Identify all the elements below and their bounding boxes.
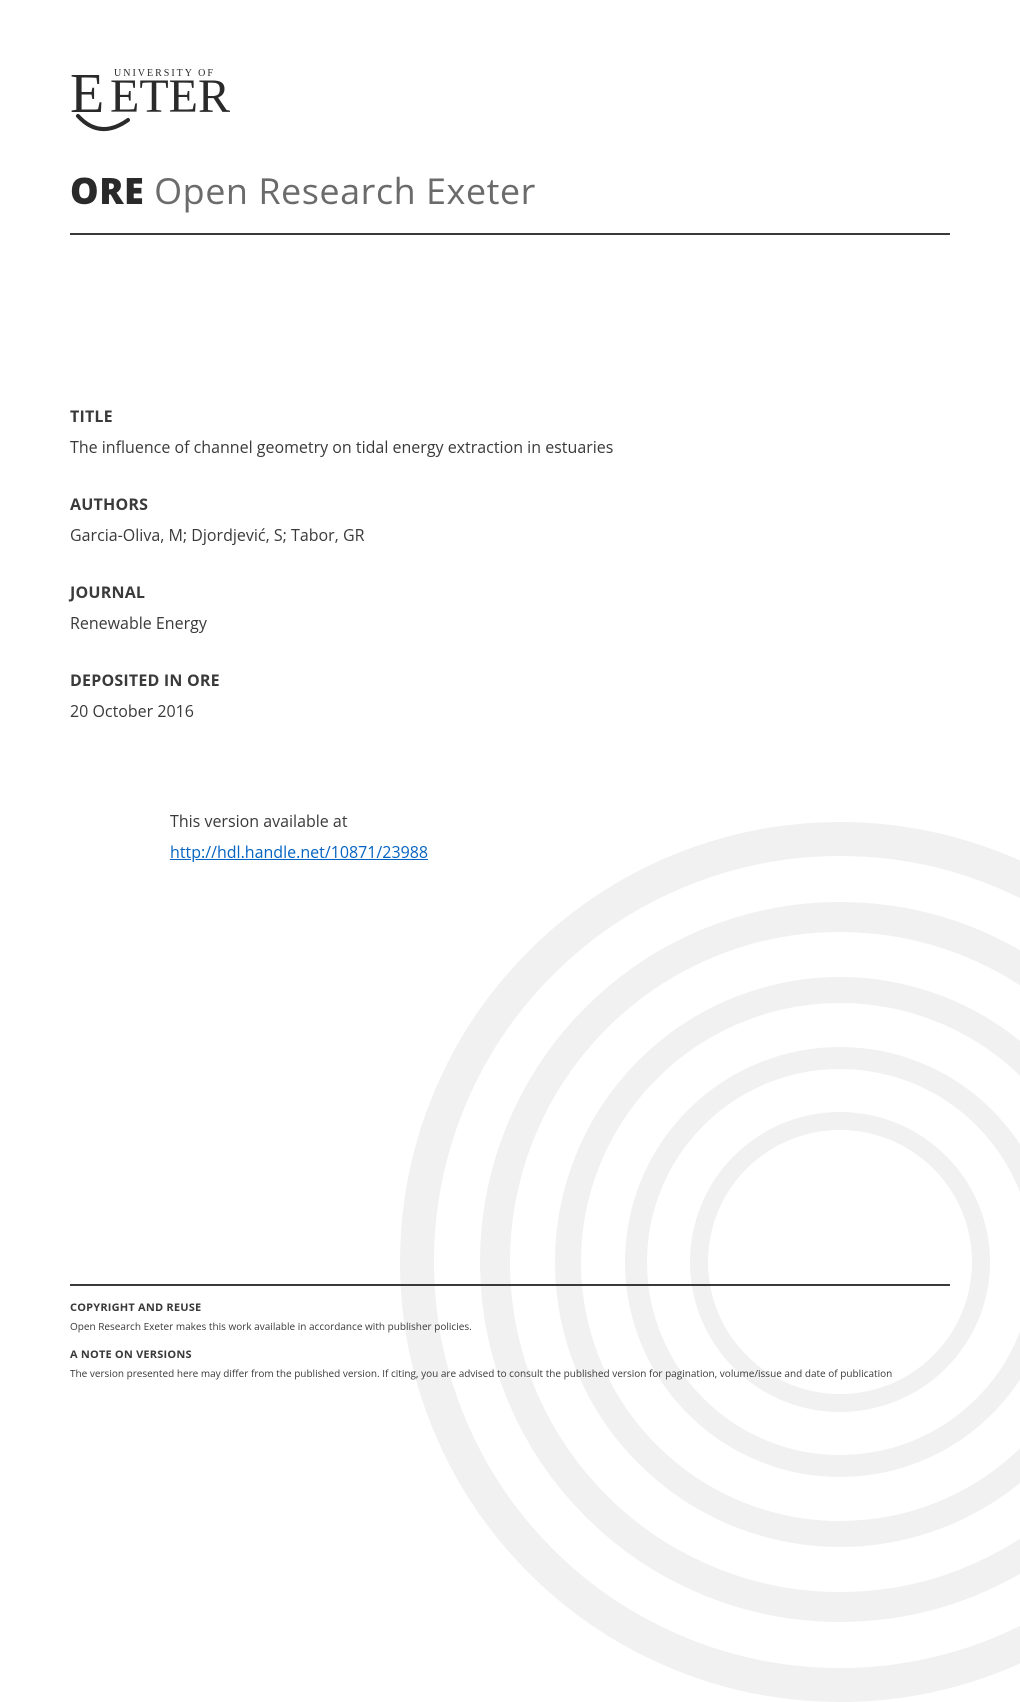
svg-text:E: E [70, 63, 104, 125]
deposited-label: DEPOSITED IN ORE [70, 669, 950, 691]
authors-label: AUTHORS [70, 493, 950, 515]
journal-label: JOURNAL [70, 581, 950, 603]
authors-field: AUTHORS Garcia-Oliva, M; Djordjević, S; … [70, 493, 950, 547]
background-arcs [380, 802, 1020, 1702]
title-field: TITLE The influence of channel geometry … [70, 405, 950, 459]
title-label: TITLE [70, 405, 950, 427]
deposited-value: 20 October 2016 [70, 699, 950, 723]
versions-text: The version presented here may differ fr… [70, 1366, 950, 1380]
journal-value: Renewable Energy [70, 611, 950, 635]
ore-heading: ORE Open Research Exeter [70, 166, 950, 235]
svg-text:ETER: ETER [110, 70, 230, 123]
journal-field: JOURNAL Renewable Energy [70, 581, 950, 635]
footer-divider [70, 1284, 950, 1286]
authors-value: Garcia-Oliva, M; Djordjević, S; Tabor, G… [70, 523, 950, 547]
footer: COPYRIGHT AND REUSE Open Research Exeter… [70, 1284, 950, 1394]
version-url-link[interactable]: http://hdl.handle.net/10871/23988 [170, 841, 428, 863]
versions-label: A NOTE ON VERSIONS [70, 1347, 950, 1362]
deposited-field: DEPOSITED IN ORE 20 October 2016 [70, 669, 950, 723]
ore-bold: ORE [70, 166, 144, 215]
version-available-text: This version available at [170, 809, 950, 833]
title-value: The influence of channel geometry on tid… [70, 435, 950, 459]
version-block: This version available at http://hdl.han… [70, 809, 950, 863]
copyright-label: COPYRIGHT AND REUSE [70, 1300, 950, 1315]
university-logo: E UNIVERSITY OF ETER [70, 60, 950, 138]
copyright-text: Open Research Exeter makes this work ava… [70, 1319, 950, 1333]
ore-rest: Open Research Exeter [144, 166, 536, 215]
